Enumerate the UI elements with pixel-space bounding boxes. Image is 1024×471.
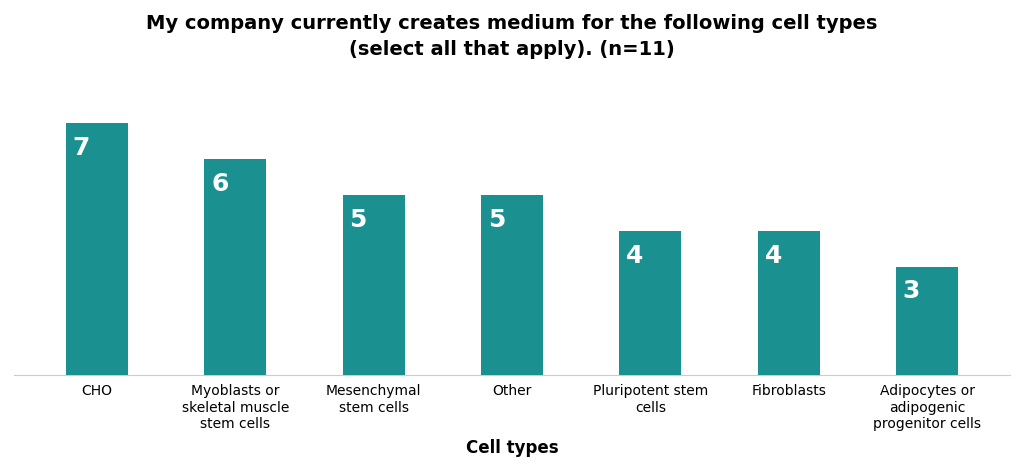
X-axis label: Cell types: Cell types: [466, 439, 558, 457]
Text: 5: 5: [487, 208, 505, 232]
Text: 5: 5: [349, 208, 367, 232]
Bar: [620, 231, 682, 374]
Text: 6: 6: [211, 171, 228, 195]
Text: 7: 7: [73, 136, 90, 160]
Bar: [204, 159, 266, 374]
Bar: [481, 195, 543, 374]
Bar: [342, 195, 404, 374]
Bar: [896, 267, 958, 374]
Title: My company currently creates medium for the following cell types
(select all tha: My company currently creates medium for …: [146, 14, 878, 59]
Bar: [66, 123, 128, 374]
Text: 3: 3: [903, 279, 921, 303]
Bar: [758, 231, 820, 374]
Text: 4: 4: [765, 244, 782, 268]
Text: 4: 4: [626, 244, 643, 268]
